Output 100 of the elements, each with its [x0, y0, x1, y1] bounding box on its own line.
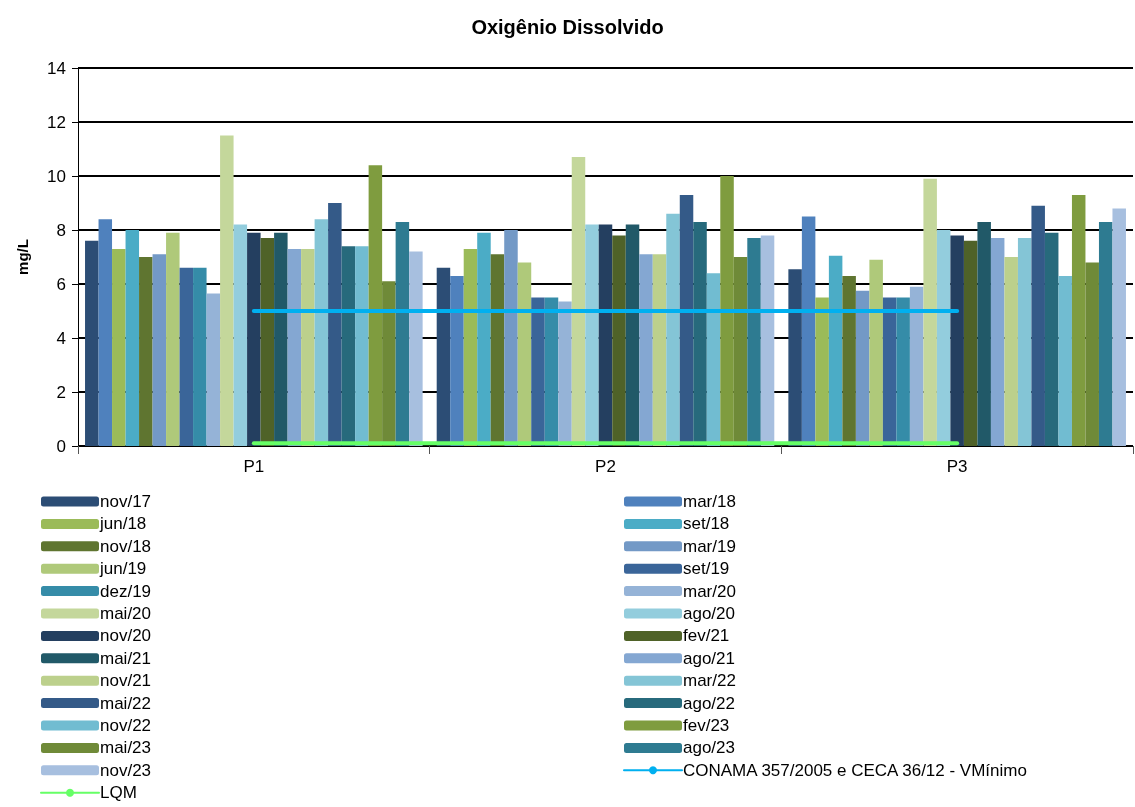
legend-label: nov/22 — [100, 716, 152, 735]
legend-label: nov/21 — [100, 671, 152, 691]
bar — [977, 221, 991, 446]
legend-label: nov/20 — [100, 626, 152, 646]
legend-label: jun/19 — [99, 559, 147, 579]
bar — [842, 275, 856, 446]
bar — [828, 255, 843, 446]
bar — [368, 165, 383, 446]
bar — [463, 248, 478, 446]
bar — [896, 297, 910, 446]
legend-label: ago/21 — [683, 648, 735, 668]
bar — [706, 273, 721, 446]
bar — [760, 235, 775, 446]
bar — [220, 135, 234, 446]
legend-label: ago/23 — [683, 738, 735, 758]
bar — [112, 248, 126, 446]
bar — [733, 257, 748, 446]
bar — [747, 238, 761, 446]
chart-title: Oxigênio Dissolvido — [471, 16, 664, 38]
bar — [382, 281, 396, 446]
bar — [639, 254, 653, 446]
bar — [815, 297, 829, 446]
bar — [612, 235, 626, 446]
bar — [247, 232, 261, 446]
y-tick-label: 6 — [56, 274, 66, 294]
bar — [882, 297, 897, 446]
bar — [504, 230, 518, 446]
bar — [477, 232, 491, 446]
bar — [517, 262, 532, 446]
bar — [179, 267, 194, 446]
bar — [436, 267, 451, 446]
bar — [571, 157, 586, 446]
y-tick-label: 2 — [56, 382, 66, 402]
legend-label: set/19 — [683, 559, 730, 579]
x-tick-label: P3 — [946, 457, 968, 476]
bar — [990, 238, 1005, 446]
bar — [274, 232, 288, 446]
bar — [855, 290, 870, 446]
bar — [585, 224, 599, 446]
bar — [287, 248, 302, 446]
bar — [666, 213, 680, 446]
bar — [139, 257, 153, 446]
legend-label: mai/22 — [100, 693, 152, 713]
bar — [788, 269, 802, 446]
legend-label: fev/23 — [683, 716, 730, 735]
legend-label: ago/20 — [683, 604, 735, 623]
legend-label: mar/19 — [683, 536, 736, 556]
bar — [1031, 205, 1045, 446]
bar — [1098, 221, 1113, 446]
bar — [450, 275, 464, 446]
bar — [1085, 262, 1099, 446]
bar — [355, 246, 369, 446]
legend-label: LQM — [100, 783, 137, 803]
bar — [869, 259, 883, 446]
legend-label: mai/23 — [100, 738, 152, 758]
bar — [301, 248, 315, 446]
y-tick-label: 4 — [56, 328, 66, 348]
legend-label: dez/19 — [100, 581, 152, 601]
y-tick-label: 8 — [56, 220, 66, 240]
bar — [544, 297, 559, 446]
bar — [314, 219, 329, 446]
bar — [85, 240, 99, 446]
bar — [328, 203, 342, 446]
legend-label: mai/21 — [100, 648, 152, 668]
y-tick-label: 0 — [56, 436, 66, 456]
bar — [1017, 238, 1032, 446]
bar — [490, 254, 505, 446]
legend-label: fev/21 — [683, 626, 730, 646]
legend-label: CONAMA 357/2005 e CECA 36/12 - VMínimo — [683, 760, 1027, 780]
legend-label: mai/20 — [100, 604, 152, 623]
bar — [1044, 232, 1059, 446]
legend-label: nov/23 — [100, 760, 152, 780]
bar — [652, 254, 667, 446]
bar — [963, 240, 978, 446]
y-axis-title: mg/L — [14, 239, 31, 275]
legend-label: mar/18 — [683, 492, 736, 511]
legend-label: mar/20 — [683, 581, 736, 601]
bar — [693, 221, 707, 446]
legend-label: jun/18 — [99, 514, 147, 534]
bar — [1112, 208, 1126, 446]
bar — [395, 221, 410, 446]
bar — [1071, 194, 1086, 446]
bar — [1004, 257, 1018, 446]
y-tick-label: 12 — [47, 112, 66, 132]
legend-label: nov/18 — [100, 536, 152, 556]
bar — [125, 230, 140, 446]
bar — [936, 230, 951, 446]
bar — [531, 297, 545, 446]
x-tick-label: P2 — [595, 457, 616, 476]
bar — [679, 194, 694, 446]
y-tick-label: 14 — [47, 58, 66, 78]
bar — [625, 224, 640, 446]
bar — [206, 293, 221, 446]
legend-label: mar/22 — [683, 671, 736, 691]
legend-label: nov/17 — [100, 492, 152, 511]
bar — [950, 235, 964, 446]
bar — [1058, 275, 1072, 446]
y-tick-label: 10 — [47, 166, 66, 186]
bar — [909, 286, 924, 446]
bar — [341, 246, 356, 446]
